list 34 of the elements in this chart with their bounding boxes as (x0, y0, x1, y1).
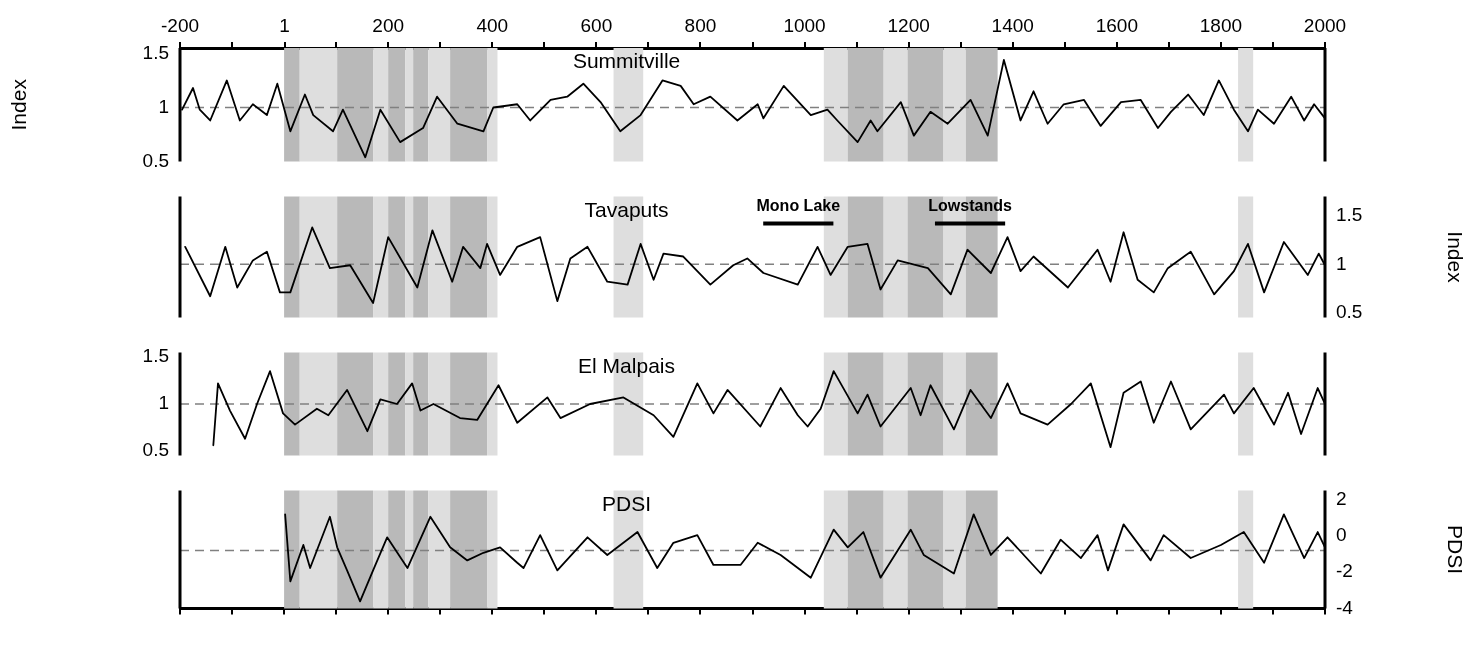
y2-tick-label: 1 (1336, 252, 1347, 274)
y-tick-label: 1 (158, 392, 169, 414)
x-tick-label: 1 (279, 14, 290, 36)
y2-tick-label: 0.5 (1336, 300, 1363, 322)
y2-axis-title: Index (1443, 231, 1467, 284)
y2-tick-label: -2 (1336, 560, 1353, 582)
y-tick-label: 0.5 (142, 149, 169, 171)
x-tick-label: 2000 (1303, 14, 1347, 36)
y-tick-label: 1 (158, 95, 169, 117)
x-tick-label: 600 (580, 14, 613, 36)
chart-title: PDSI (602, 491, 652, 515)
x-tick-label: 400 (476, 14, 509, 36)
x-tick-label: -200 (160, 14, 200, 36)
annotation: Lowstands (928, 196, 1012, 214)
x-tick-label: 200 (372, 14, 405, 36)
x-tick-label: 1200 (887, 14, 930, 36)
y-axis-title: Index (7, 78, 31, 131)
y2-tick-label: -4 (1336, 596, 1354, 618)
y2-tick-label: 2 (1336, 487, 1347, 509)
x-tick-label: 800 (684, 14, 717, 36)
annotation: Mono Lake (756, 196, 841, 214)
y2-axis-title: PDSI (1443, 524, 1467, 575)
y-tick-label: 0.5 (142, 439, 169, 461)
y2-tick-label: 0 (1336, 524, 1347, 546)
chart-title: Summitville (572, 49, 681, 73)
chart-title: El Malpais (578, 353, 675, 377)
y-tick-label: 1.5 (142, 41, 169, 63)
x-tick-label: 1600 (1095, 14, 1138, 36)
y2-tick-label: 1.5 (1336, 204, 1363, 226)
chart-title: Tavaputs (584, 197, 669, 221)
x-tick-label: 1800 (1199, 14, 1243, 36)
y-tick-label: 1.5 (142, 345, 169, 367)
x-tick-label: 1400 (991, 14, 1034, 36)
x-tick-label: 1000 (783, 14, 826, 36)
